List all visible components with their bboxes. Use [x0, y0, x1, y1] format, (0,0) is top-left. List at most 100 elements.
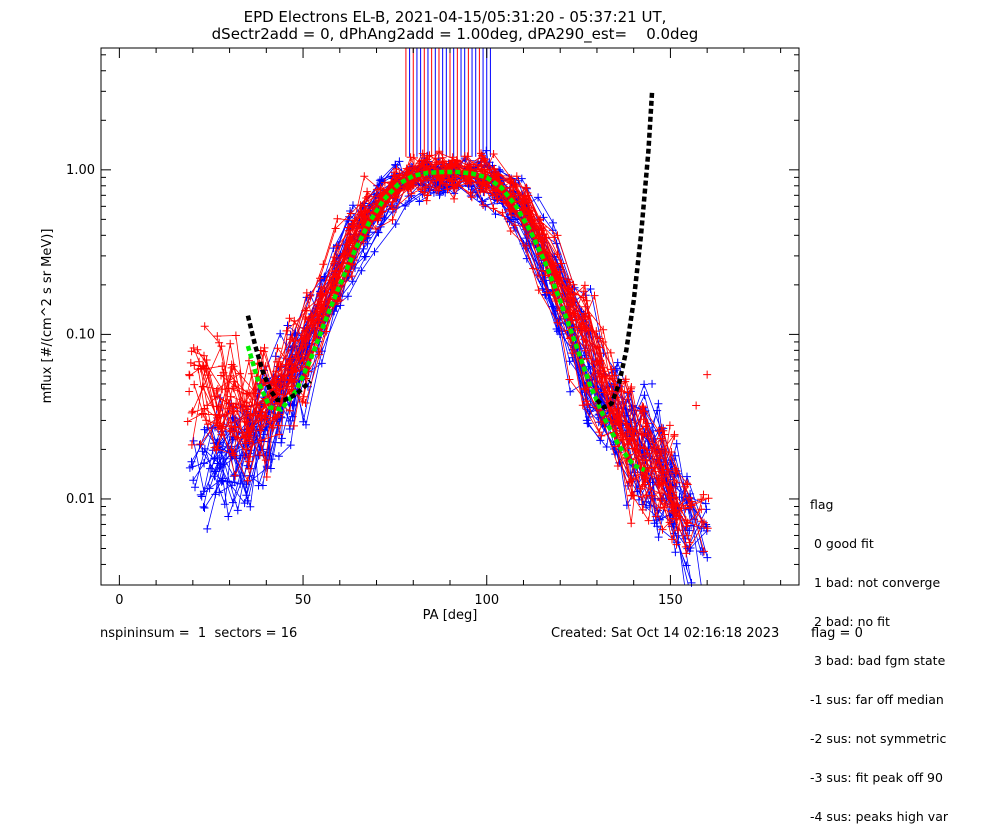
data-point-plus — [288, 400, 297, 409]
data-point-plus — [276, 376, 285, 385]
data-point-plus — [187, 347, 196, 356]
legend-item: -4 sus: peaks high var — [810, 809, 949, 824]
data-point-plus — [581, 302, 590, 311]
data-point-plus — [216, 461, 225, 470]
series-trace-line — [191, 156, 677, 506]
data-point-plus — [651, 512, 660, 521]
data-point-plus — [582, 397, 591, 406]
data-point-plus — [564, 293, 573, 302]
data-point-plus — [217, 342, 226, 351]
data-point-plus — [376, 222, 385, 231]
data-point-plus — [599, 338, 608, 346]
data-point-plus — [642, 491, 651, 500]
data-point-plus — [187, 457, 196, 466]
data-point-plus — [402, 164, 411, 173]
data-point-plus — [348, 277, 357, 286]
data-point-plus — [345, 212, 354, 221]
data-point-plus — [608, 387, 617, 396]
data-point-plus — [640, 380, 649, 389]
data-point-plus — [535, 216, 543, 225]
data-point-plus — [638, 402, 647, 411]
data-point-plus — [218, 385, 227, 394]
data-point-plus — [524, 198, 532, 207]
data-point-plus — [233, 433, 242, 442]
data-point-plus — [443, 164, 452, 173]
data-point-plus — [246, 411, 255, 420]
data-point-plus — [299, 417, 308, 426]
axis-layer: 0 50 100 150 0.01 0.10 1.00 — [66, 48, 799, 608]
data-point-plus — [512, 172, 521, 181]
data-point-plus — [228, 427, 237, 436]
series-trace-line — [221, 152, 678, 483]
data-point-plus — [277, 438, 286, 447]
data-point-plus — [548, 226, 557, 235]
data-point-plus — [200, 444, 209, 453]
data-point-plus — [524, 191, 533, 200]
footer-flag: flag = 0 — [811, 626, 863, 641]
data-point-plus — [650, 519, 659, 528]
data-point-plus — [668, 535, 676, 544]
data-point-plus — [220, 500, 229, 509]
data-point-plus — [241, 439, 250, 448]
data-point-plus — [288, 385, 296, 394]
data-point-plus — [682, 522, 691, 531]
data-point-plus — [687, 578, 696, 587]
series-trace-line — [197, 155, 705, 552]
y-axis-title: mflux [#/(cm^2 s sr MeV)] — [40, 229, 55, 404]
data-point-plus — [672, 478, 681, 487]
chart-subtitle: dSectr2add = 0, dPhAng2add = 1.00deg, dP… — [212, 25, 699, 44]
data-point-plus — [231, 471, 240, 480]
data-point-plus — [189, 344, 198, 352]
data-point-plus — [550, 233, 559, 242]
data-point-plus — [263, 463, 272, 472]
series-trace-line — [202, 160, 671, 496]
data-point-plus — [290, 421, 298, 430]
data-point-plus — [461, 177, 470, 186]
data-point-plus — [388, 205, 397, 214]
data-point-plus — [391, 220, 400, 228]
data-point-plus — [586, 285, 595, 293]
data-point-plus — [200, 322, 209, 331]
data-point-plus — [285, 356, 294, 365]
data-point-plus — [301, 326, 309, 335]
data-point-plus — [582, 416, 591, 425]
data-point-plus — [334, 297, 343, 306]
data-point-plus — [593, 369, 602, 378]
data-point-plus — [593, 342, 601, 351]
data-point-plus — [276, 329, 285, 338]
data-point-plus — [196, 490, 205, 499]
data-point-plus — [256, 426, 265, 435]
data-point-plus — [437, 173, 446, 182]
data-layer — [183, 48, 713, 587]
data-point-plus — [197, 492, 206, 501]
data-point-plus — [518, 199, 527, 208]
data-point-plus — [432, 158, 441, 167]
data-point-plus — [435, 148, 443, 157]
data-point-plus — [568, 349, 577, 358]
legend-item: 3 bad: bad fgm state — [810, 653, 946, 668]
footer-created: Created: Sat Oct 14 02:16:18 2023 — [551, 626, 780, 641]
data-point-plus — [229, 449, 237, 458]
data-point-plus — [467, 193, 476, 202]
data-point-plus — [610, 371, 619, 380]
data-point-plus — [534, 193, 543, 202]
data-point-plus — [681, 504, 690, 513]
data-point-plus — [212, 446, 221, 455]
data-point-plus — [361, 207, 370, 216]
data-point-plus — [553, 231, 562, 240]
data-point-plus — [590, 291, 599, 300]
data-point-plus — [549, 218, 557, 227]
data-point-plus — [671, 548, 680, 557]
data-point-plus — [639, 431, 648, 439]
data-point-plus — [199, 502, 208, 511]
data-point-plus — [467, 162, 475, 171]
data-point-plus — [517, 174, 526, 183]
data-point-plus — [285, 314, 294, 323]
flag-legend: flag 0 good fit 1 bad: not converge 2 ba… — [810, 472, 948, 836]
data-point-plus — [648, 379, 657, 388]
data-point-plus — [345, 226, 353, 235]
data-point-plus — [421, 183, 430, 192]
data-point-plus — [345, 233, 354, 242]
data-point-plus — [670, 432, 679, 441]
data-point-plus — [700, 547, 708, 556]
